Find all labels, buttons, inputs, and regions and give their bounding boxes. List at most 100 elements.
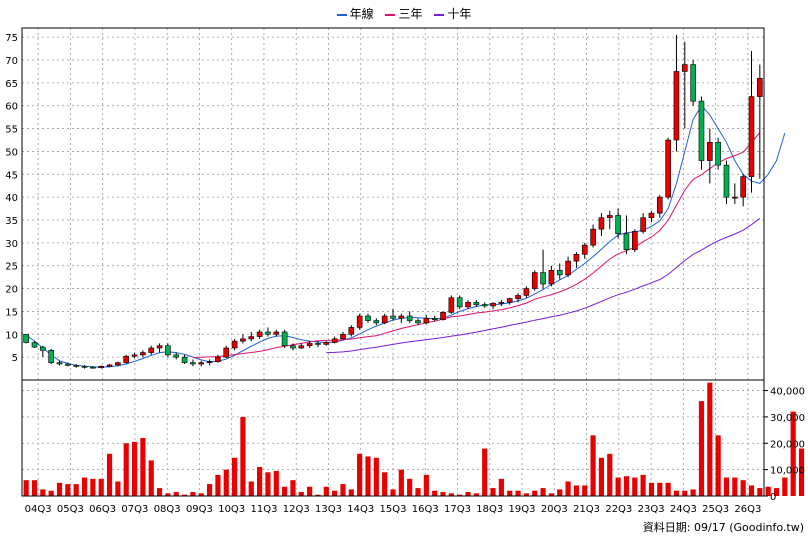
moving-average-lines	[25, 104, 786, 368]
price-tick-label: 20	[5, 285, 18, 296]
volume-bar	[490, 488, 496, 496]
candle-body	[398, 315, 405, 319]
time-tick-label: 15Q3	[380, 504, 407, 515]
volume-bar	[623, 476, 630, 496]
candles	[23, 34, 763, 369]
volume-bar	[265, 472, 271, 496]
candle-body	[448, 297, 455, 313]
candle-body	[623, 233, 630, 251]
candle-body	[506, 298, 513, 303]
legend-item-three-year: 三年	[385, 7, 423, 21]
legend-item-year: 年線	[336, 7, 374, 21]
candle-body	[732, 196, 738, 199]
legend-label-year: 年線	[349, 7, 374, 21]
candle-body	[381, 315, 388, 324]
volume-bar	[240, 416, 246, 496]
candle-body	[715, 141, 721, 166]
volume-bar	[765, 486, 771, 496]
time-tick-label: 21Q3	[573, 504, 600, 515]
price-tick-label: 15	[5, 307, 18, 318]
volume-bar	[590, 435, 596, 496]
volume-bar	[273, 470, 279, 496]
candle-body	[323, 342, 330, 345]
volume-bar	[665, 482, 671, 496]
candle-body	[181, 356, 188, 363]
volume-bar	[232, 457, 238, 496]
candle-body	[490, 302, 496, 307]
volume-bar	[423, 474, 429, 496]
time-tick-label: 11Q3	[250, 504, 277, 515]
volume-bar	[248, 481, 254, 496]
volume-bar	[707, 382, 713, 496]
ma-year-line	[25, 104, 786, 368]
volume-bar	[156, 488, 163, 496]
candle-body	[473, 301, 480, 305]
candle-body	[390, 315, 396, 319]
volume-bar	[482, 448, 488, 496]
price-tick-label: 75	[5, 33, 18, 44]
candle-body	[631, 231, 638, 251]
volume-bar	[507, 490, 513, 496]
volume-bar	[332, 490, 338, 496]
time-tick-label: 16Q3	[412, 504, 439, 515]
volume-bar	[640, 474, 646, 496]
candle-body	[757, 77, 763, 97]
volume-tick-label: 0	[770, 492, 776, 503]
candle-body	[248, 336, 255, 340]
volume-bar	[798, 448, 805, 496]
ma-ten-year-line	[326, 217, 761, 354]
volume-bar	[98, 478, 104, 496]
candle-body	[590, 228, 596, 246]
volume-bar	[632, 477, 638, 496]
volume-bar	[432, 490, 438, 496]
volume-bar	[173, 492, 179, 496]
candle-body	[531, 272, 538, 289]
time-tick-label: 10Q3	[218, 504, 245, 515]
candle-body	[265, 331, 271, 335]
volume-tick-label: 10,000	[770, 466, 805, 477]
volume-bar	[607, 453, 613, 496]
volume-bar	[657, 482, 663, 496]
candle-body	[331, 338, 338, 343]
time-tick-label: 25Q3	[702, 504, 729, 515]
price-tick-label: 45	[5, 170, 18, 181]
volume-bar	[48, 490, 54, 496]
legend-item-ten-year: 十年	[434, 7, 471, 21]
candle-body	[298, 345, 305, 349]
candle-body	[23, 333, 29, 343]
time-tick-label: 08Q3	[154, 504, 181, 515]
volume-bar	[382, 472, 388, 496]
volume-tick-label: 40,000	[770, 387, 805, 398]
candle-body	[156, 345, 163, 349]
volume-bar	[407, 478, 413, 496]
candle-body	[665, 139, 671, 198]
volume-bar	[398, 469, 404, 496]
candle-body	[523, 288, 530, 296]
volume-bar	[298, 492, 304, 496]
candle-body	[581, 244, 588, 255]
volume-bar	[715, 435, 721, 496]
legend-swatch-year	[336, 13, 347, 16]
volume-bar	[257, 467, 263, 496]
axes: 5 10 15 20 25 30 35 40 45 50 55 60 65 70 75 0 10,000 20,0…	[5, 27, 805, 515]
volume-bar	[307, 486, 313, 496]
candle-body	[690, 64, 696, 102]
volume-bars	[23, 382, 805, 496]
candle-body	[748, 96, 755, 177]
candle-body	[90, 366, 96, 369]
candle-body	[81, 365, 88, 368]
candle-body	[540, 272, 546, 285]
volume-bar	[465, 492, 471, 496]
candle-body	[673, 71, 680, 141]
candle-body	[65, 363, 71, 366]
candle-body	[640, 217, 646, 232]
candle-body	[365, 315, 371, 321]
volume-tick-label: 30,000	[770, 413, 805, 424]
volume-bar	[90, 478, 96, 496]
candle-body	[231, 340, 238, 349]
volume-bar	[440, 492, 446, 496]
volume-bar	[757, 488, 763, 496]
candle-body	[173, 354, 180, 358]
time-tick-label: 22Q3	[605, 504, 632, 515]
